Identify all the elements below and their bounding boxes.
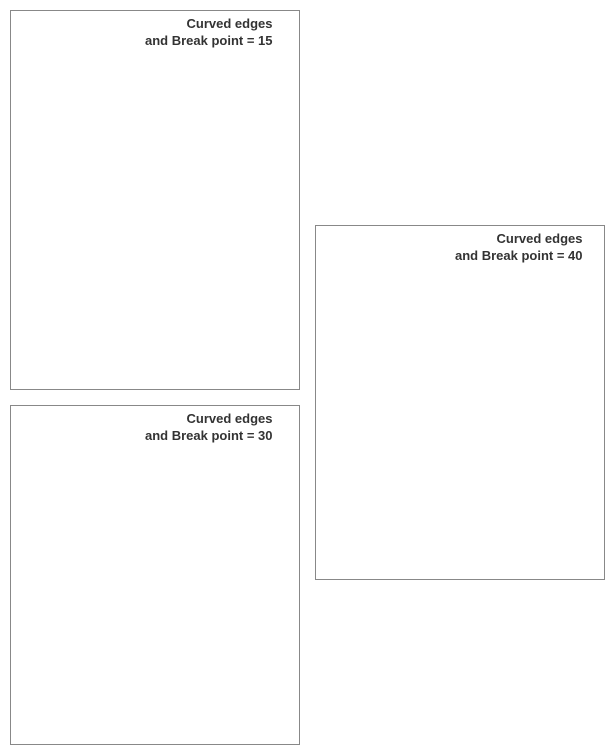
label-line2: and Break point = 40	[455, 248, 583, 263]
panel-label-p40: Curved edges and Break point = 40	[455, 231, 583, 265]
label-line1: Curved edges	[187, 411, 273, 426]
diagram-container: Curved edgesand Break point = 15Curved e…	[10, 10, 603, 743]
panel-p15	[10, 10, 300, 390]
panel-p30	[10, 405, 300, 745]
panel-label-p30: Curved edges and Break point = 30	[145, 411, 273, 445]
label-line2: and Break point = 15	[145, 33, 273, 48]
panel-p40	[315, 225, 605, 580]
label-line2: and Break point = 30	[145, 428, 273, 443]
label-line1: Curved edges	[497, 231, 583, 246]
label-line1: Curved edges	[187, 16, 273, 31]
panel-label-p15: Curved edges and Break point = 15	[145, 16, 273, 50]
